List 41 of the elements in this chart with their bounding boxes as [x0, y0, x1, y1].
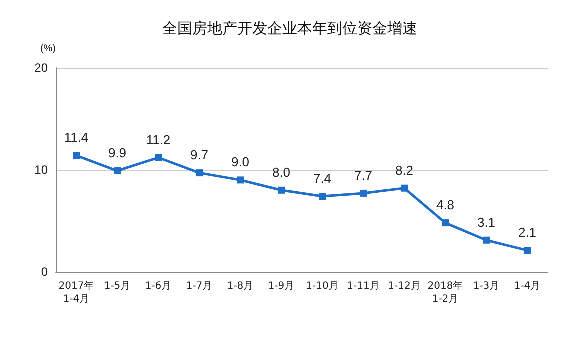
x-tick-label: 1-7月: [186, 281, 213, 292]
point: [73, 152, 80, 160]
y-tick-label: 0: [41, 265, 48, 279]
x-tick-label: 1-11月: [347, 281, 380, 292]
point: [360, 190, 367, 197]
x-tick-label: 1-6月: [145, 281, 172, 292]
data-label: 3.1: [477, 214, 496, 230]
data-label: 7.7: [354, 168, 373, 183]
chart-title: 全国房地产开发企业本年到位资金增速: [162, 20, 418, 38]
data-label: 9.7: [190, 148, 209, 163]
point: [114, 168, 121, 175]
data-label: 7.4: [313, 171, 332, 186]
data-label: 9.9: [108, 146, 127, 161]
x-tick-label: 1-10月: [306, 281, 339, 292]
point: [237, 176, 244, 184]
data-label: 11.2: [146, 132, 171, 148]
point: [319, 193, 326, 200]
y-axis-title: (%): [40, 44, 56, 54]
data-label: 8.0: [272, 164, 291, 180]
x-tick-label: 1-9月: [268, 281, 295, 292]
point: [196, 170, 203, 177]
x-tick-label: 1-4月: [514, 281, 541, 292]
y-tick-label: 20: [34, 61, 48, 75]
point: [401, 184, 408, 192]
x-tick-label: 1-8月: [227, 281, 254, 292]
x-tick-label: 2017年 1-4月: [58, 280, 94, 305]
point: [442, 220, 449, 227]
point: [155, 154, 162, 162]
data-label: 9.0: [231, 154, 250, 170]
x-tick-label: 1-3月: [473, 281, 500, 292]
y-tick-label: 10: [34, 163, 48, 177]
data-label: 4.8: [436, 198, 455, 213]
data-label: 8.2: [395, 162, 414, 178]
point: [524, 247, 531, 254]
point: [483, 236, 490, 244]
x-tick-label: 2018年 1-2月: [428, 280, 464, 305]
x-tick-label: 1-12月: [388, 281, 421, 292]
data-label: 2.1: [518, 225, 537, 240]
data-label: 11.4: [64, 130, 89, 146]
point: [278, 186, 285, 194]
x-tick-label: 1-5月: [104, 281, 131, 292]
